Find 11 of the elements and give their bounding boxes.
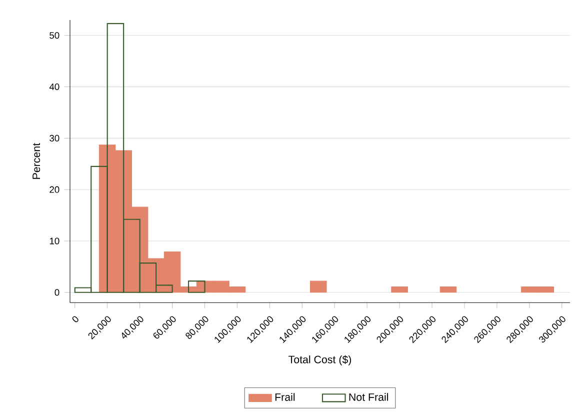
legend-label: Not Frail (349, 393, 388, 401)
x-tick-label: 0 (72, 316, 78, 322)
y-tick-label: 30 (50, 134, 60, 142)
y-tick-label: 50 (50, 32, 60, 39)
legend-label: Frail (275, 393, 295, 401)
y-tick-label: 20 (50, 186, 60, 193)
y-tick-label: 40 (49, 84, 60, 90)
y-tick-label: 0 (54, 289, 60, 296)
x-axis-title: Total Cost ($) (288, 355, 352, 366)
y-tick-label: 10 (50, 238, 60, 244)
y-axis-title: Percent (32, 143, 40, 179)
